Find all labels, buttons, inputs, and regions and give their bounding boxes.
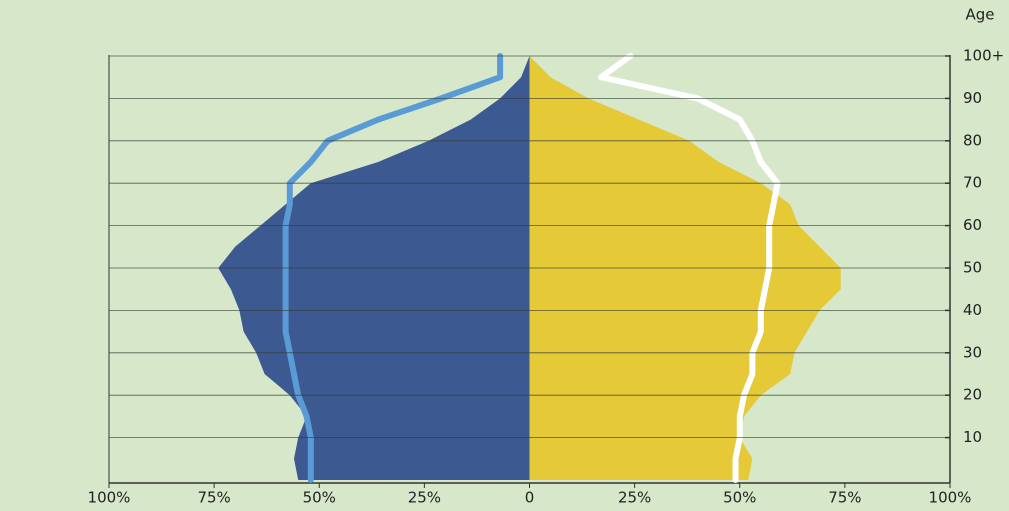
y-axis-label: Age <box>965 6 994 24</box>
x-tick-label: 25% <box>618 489 651 507</box>
x-tick-label: 75% <box>828 489 861 507</box>
y-tick-label: 60 <box>963 216 982 234</box>
y-tick-label: 70 <box>963 174 982 192</box>
x-tick-label: 100% <box>929 489 972 507</box>
y-tick-label: 50 <box>963 259 982 277</box>
x-tick-label: 75% <box>197 489 230 507</box>
y-tick-label: 40 <box>963 301 982 319</box>
x-tick-label: 25% <box>408 489 441 507</box>
y-tick-label: 90 <box>963 89 982 107</box>
y-tick-label: 20 <box>963 386 982 404</box>
x-tick-label: 50% <box>303 489 336 507</box>
y-tick-label: 30 <box>963 343 982 361</box>
y-tick-label: 10 <box>963 428 982 446</box>
y-tick-label: 80 <box>963 131 982 149</box>
y-tick-label: 100+ <box>963 47 1004 65</box>
x-tick-label: 100% <box>88 489 131 507</box>
x-tick-label: 0 <box>525 489 535 507</box>
x-tick-label: 50% <box>723 489 756 507</box>
